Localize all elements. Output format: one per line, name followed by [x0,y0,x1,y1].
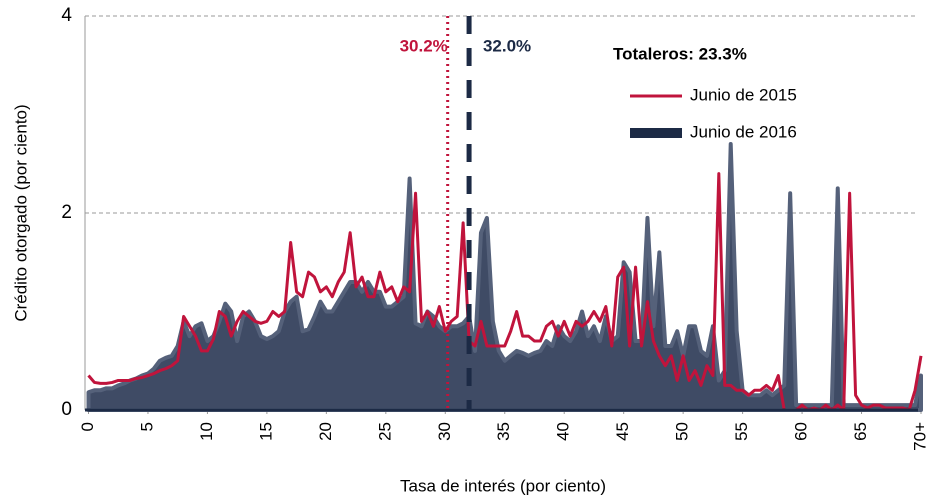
x-tick-label: 30 [435,422,454,441]
x-tick-label: 20 [316,422,335,441]
x-tick-label: 40 [554,422,573,441]
x-tick-label: 65 [851,422,870,441]
x-tick-label: 10 [197,422,216,441]
y-axis-label: Crédito otorgado (por ciento) [11,104,30,321]
x-axis-label: Tasa de interés (por ciento) [400,476,606,495]
x-tick-label: 60 [792,422,811,441]
x-tick-label: 35 [494,422,513,441]
x-tick-label: 45 [613,422,632,441]
x-tick-label: 0 [78,422,97,431]
reference-label: 30.2% [400,36,448,55]
legend-label: Junio de 2015 [690,85,797,104]
legend-swatch [630,128,682,138]
x-tick-label: 50 [673,422,692,441]
x-tick-label: 55 [732,422,751,441]
x-tick-label: 15 [256,422,275,441]
x-tick-label: 5 [137,422,156,431]
area [86,142,923,412]
y-tick-label: 0 [61,399,72,420]
annotation: Totaleros: 23.3% [613,44,747,63]
line [87,172,923,412]
y-tick-label: 4 [61,5,72,26]
x-tick-label: 70+ [910,422,929,451]
legend-label: Junio de 2016 [690,122,797,141]
x-tick-label: 25 [375,422,394,441]
reference-label: 32.0% [483,36,531,55]
y-tick-label: 2 [61,202,72,223]
